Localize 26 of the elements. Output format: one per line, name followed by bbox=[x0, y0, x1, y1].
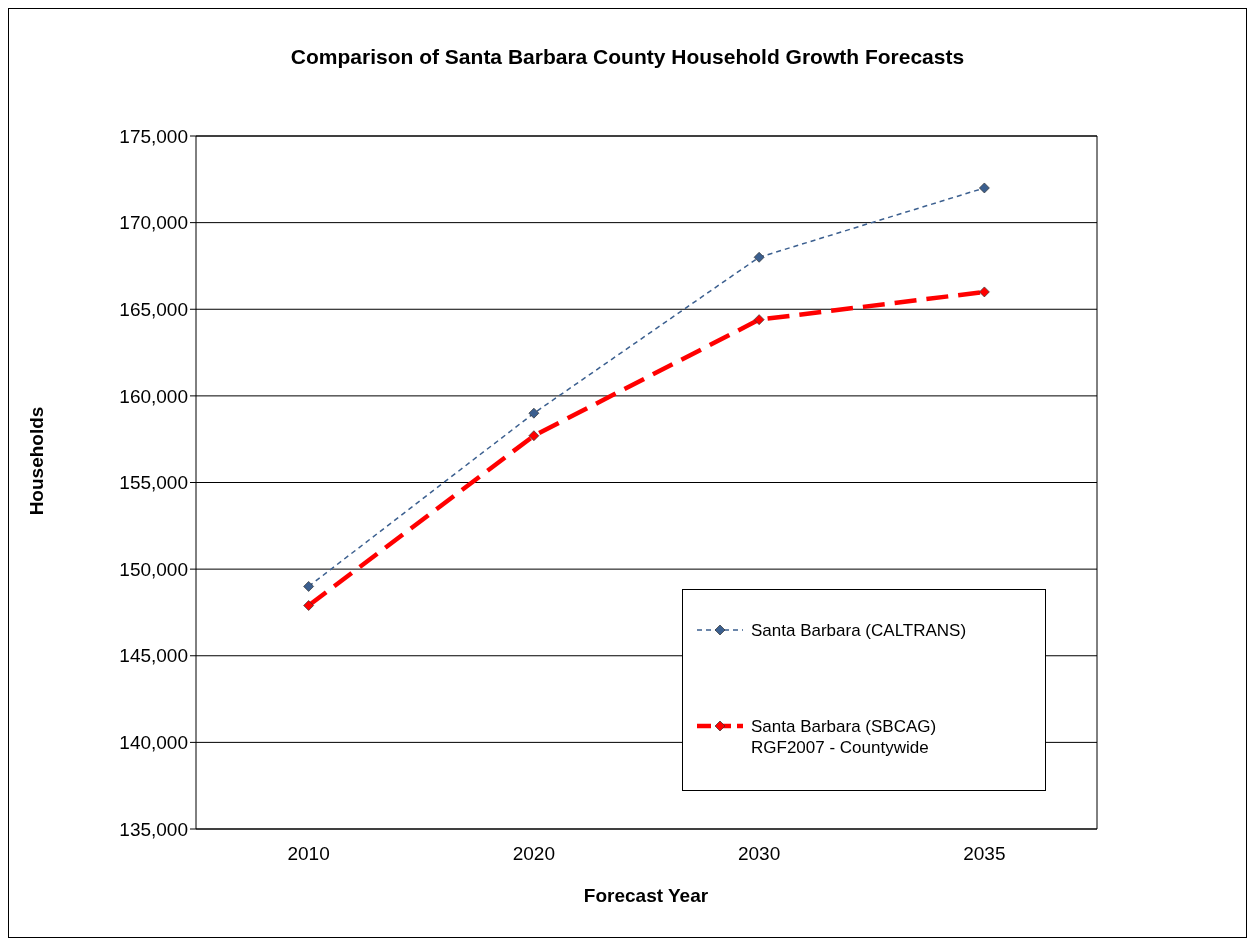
x-axis-title: Forecast Year bbox=[582, 885, 710, 907]
y-tick-label: 170,000 bbox=[119, 212, 188, 234]
x-tick-label: 2035 bbox=[963, 843, 1006, 865]
x-tick-label: 2010 bbox=[287, 843, 330, 865]
legend-label: Santa Barbara (SBCAG) RGF2007 - Countywide bbox=[751, 716, 937, 758]
y-tick-label: 165,000 bbox=[119, 298, 188, 320]
point bbox=[303, 600, 314, 611]
point bbox=[303, 581, 314, 592]
y-tick-label: 135,000 bbox=[119, 818, 188, 840]
y-tick-label: 145,000 bbox=[119, 645, 188, 667]
y-tick-label: 150,000 bbox=[119, 558, 188, 580]
legend-label: Santa Barbara (CALTRANS) bbox=[751, 620, 967, 641]
point bbox=[979, 182, 990, 194]
point bbox=[753, 251, 765, 263]
point bbox=[979, 286, 990, 298]
y-tick-label: 140,000 bbox=[119, 732, 188, 754]
y-tick-label: 155,000 bbox=[119, 472, 188, 494]
y-tick-label: 160,000 bbox=[119, 385, 188, 407]
point bbox=[753, 314, 765, 325]
point bbox=[528, 407, 540, 419]
x-tick-label: 2030 bbox=[737, 843, 781, 865]
point bbox=[528, 430, 540, 442]
y-axis-title: Households bbox=[26, 406, 48, 516]
x-tick-label: 2020 bbox=[512, 843, 556, 865]
chart-title: Comparison of Santa Barbara County Household Growth Forecasts bbox=[289, 45, 966, 69]
y-tick-label: 175,000 bbox=[119, 125, 188, 147]
